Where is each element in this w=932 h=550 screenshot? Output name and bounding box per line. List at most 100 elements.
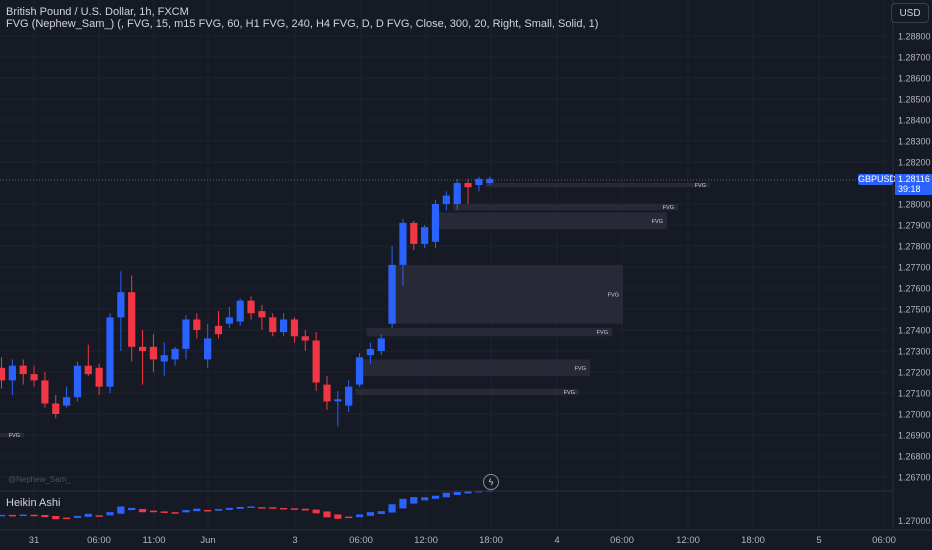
price-scale-ticks[interactable]: 1.28800 1.28700 1.28600 1.28500 1.28400 1.283… xyxy=(898,32,931,527)
price-tick-label[interactable]: 1.28800 xyxy=(898,32,931,42)
fvg-zone xyxy=(355,359,590,377)
price-tick-label[interactable]: 1.27800 xyxy=(898,242,931,252)
ha-candle xyxy=(0,514,6,517)
candle-body xyxy=(182,319,190,349)
candle-body xyxy=(290,319,299,337)
subchart-tick-label[interactable]: 1.27000 xyxy=(898,516,931,526)
ha-candle xyxy=(138,509,147,513)
ha-candle xyxy=(464,491,472,494)
symbol-title[interactable]: British Pound / U.S. Dollar, 1h, FXCM xyxy=(6,6,189,18)
candle-body xyxy=(19,365,27,375)
candle-body xyxy=(269,317,277,333)
ha-candle xyxy=(280,507,288,510)
fvg-label: FVG xyxy=(575,366,586,372)
ha-candle xyxy=(258,507,266,509)
ha-candle xyxy=(236,506,244,509)
fvg-label: FVG xyxy=(608,292,619,298)
candle-body xyxy=(475,178,483,186)
last-price-value: 1.28116 xyxy=(898,174,930,184)
candle-body xyxy=(52,403,60,414)
time-label[interactable]: 11:00 xyxy=(142,535,165,546)
ha-candle xyxy=(84,513,92,517)
time-axis-labels[interactable]: 31 06:00 11:00 Jun 3 06:00 12:00 18:00 4 06:00 12:… xyxy=(29,535,896,546)
time-label[interactable]: 06:00 xyxy=(87,535,111,546)
candle-body xyxy=(366,348,374,356)
time-label[interactable]: 18:00 xyxy=(741,535,765,546)
candle-body xyxy=(388,264,396,324)
price-tick-label[interactable]: 1.27400 xyxy=(898,326,931,336)
candle-body xyxy=(30,374,38,381)
time-label[interactable]: 3 xyxy=(292,535,297,546)
price-tick-label[interactable]: 1.27600 xyxy=(898,284,931,294)
ha-candle xyxy=(52,516,60,520)
price-tick-label[interactable]: 1.27200 xyxy=(898,368,931,378)
candlesticks xyxy=(0,176,494,427)
ha-candle xyxy=(95,515,103,517)
candle-body xyxy=(355,357,364,385)
ha-candle xyxy=(355,514,364,518)
ha-candle xyxy=(193,508,201,512)
bolt-icon[interactable]: ϟ xyxy=(483,474,499,490)
fvg-label: FVG xyxy=(663,205,674,211)
price-tick-label[interactable]: 1.27900 xyxy=(898,221,931,231)
price-tick-label[interactable]: 1.26900 xyxy=(898,431,931,441)
time-label[interactable]: 31 xyxy=(29,535,40,546)
price-tick-label[interactable]: 1.27100 xyxy=(898,389,931,399)
price-tick-label[interactable]: 1.28000 xyxy=(898,200,931,210)
time-label[interactable]: 12:00 xyxy=(414,535,438,546)
candle-body xyxy=(128,292,136,347)
price-tick-label[interactable]: 1.26800 xyxy=(898,452,931,462)
candle-body xyxy=(204,338,212,360)
ha-candle xyxy=(106,512,114,516)
time-label[interactable]: 06:00 xyxy=(872,535,896,546)
candle-body xyxy=(193,319,201,330)
ha-candle xyxy=(30,514,38,517)
time-label[interactable]: 12:00 xyxy=(676,535,700,546)
candle-body xyxy=(95,367,103,387)
ha-candle xyxy=(73,515,82,518)
time-label[interactable]: 06:00 xyxy=(610,535,634,546)
symbol-price-badge: GBPUSD xyxy=(858,174,897,185)
currency-button[interactable]: USD xyxy=(891,3,929,23)
fvg-zone xyxy=(388,264,623,324)
price-tick-label[interactable]: 1.26700 xyxy=(898,473,931,483)
ha-candle xyxy=(149,510,157,513)
price-tick-label[interactable]: 1.28300 xyxy=(898,137,931,147)
candle-body xyxy=(236,300,244,322)
ha-candle xyxy=(214,508,223,511)
subchart-title[interactable]: Heikin Ashi xyxy=(6,497,61,509)
price-tick-label[interactable]: 1.27700 xyxy=(898,263,931,273)
ha-candle xyxy=(19,514,27,517)
price-tick-label[interactable]: 1.27000 xyxy=(898,410,931,420)
candle-body xyxy=(410,222,418,244)
price-tick-label[interactable]: 1.27300 xyxy=(898,347,931,357)
price-tick-label[interactable]: 1.28700 xyxy=(898,53,931,63)
indicator-legend[interactable]: FVG (Nephew_Sam_) (, FVG, 15, m15 FVG, 6… xyxy=(6,18,599,30)
ha-candle xyxy=(399,498,407,509)
ha-candle xyxy=(366,512,374,516)
fvg-zone xyxy=(453,204,678,211)
time-label[interactable]: Jun xyxy=(200,535,215,546)
time-label[interactable]: 5 xyxy=(816,535,821,546)
ha-candle xyxy=(442,492,450,498)
candle-body xyxy=(247,300,255,314)
fvg-label: FVG xyxy=(695,183,706,189)
fvg-zone xyxy=(431,212,667,230)
ha-candle xyxy=(204,509,212,512)
price-tick-label[interactable]: 1.28200 xyxy=(898,158,931,168)
ha-candle xyxy=(290,508,299,510)
time-label[interactable]: 06:00 xyxy=(349,535,373,546)
fvg-label: FVG xyxy=(652,219,663,225)
candle-body xyxy=(334,399,342,402)
price-tick-label[interactable]: 1.28400 xyxy=(898,116,931,126)
price-tick-label[interactable]: 1.28500 xyxy=(898,95,931,105)
price-tick-label[interactable]: 1.28600 xyxy=(898,74,931,84)
price-tick-label[interactable]: 1.27500 xyxy=(898,305,931,315)
time-label[interactable]: 18:00 xyxy=(479,535,503,546)
candle-body xyxy=(138,346,147,351)
ha-candle xyxy=(377,511,385,514)
candle-body xyxy=(280,319,288,333)
last-price-badge: 1.28116 39:18 xyxy=(895,174,932,195)
time-label[interactable]: 4 xyxy=(554,535,559,546)
